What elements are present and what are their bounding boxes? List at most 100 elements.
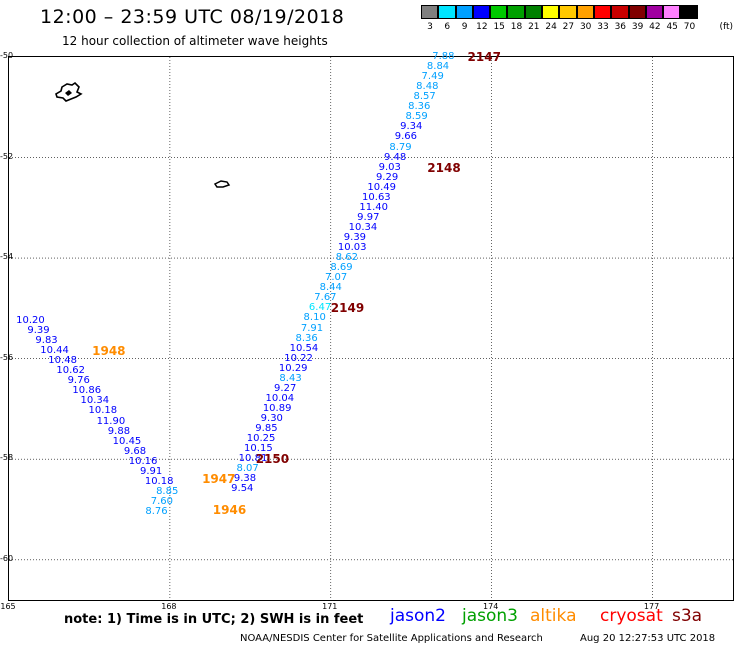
wave-height-value: 9.34 [400, 121, 423, 133]
header-title: 12:00 – 23:59 UTC 08/19/2018 [40, 6, 345, 28]
wave-height-value: 8.59 [405, 111, 428, 123]
color-swatch [611, 5, 629, 19]
wave-height-value: 8.48 [416, 81, 439, 93]
color-swatch [559, 5, 577, 19]
latitude-label: -50 [0, 51, 14, 60]
wave-height-value: 9.66 [394, 131, 417, 143]
map-canvas [9, 57, 733, 600]
wave-height-value: 10.15 [244, 443, 273, 455]
wave-height-value: 9.39 [343, 232, 367, 243]
pass-time-label: 2147 [467, 50, 501, 64]
color-scale-label: 70 [683, 22, 696, 32]
wave-height-value: 7.49 [421, 71, 444, 83]
wave-height-value: 8.85 [156, 485, 179, 497]
wave-height-value: 10.25 [246, 433, 276, 445]
wave-height-value: 7.91 [300, 322, 324, 334]
wave-height-value: 9.48 [383, 151, 407, 163]
color-swatch [524, 5, 543, 19]
pass-time-label: 1948 [92, 344, 126, 359]
pass-time-label: 1947 [202, 472, 236, 487]
wave-height-value: 11.90 [96, 415, 126, 427]
wave-height-value: 10.62 [56, 365, 85, 377]
wave-height-value: 9.29 [375, 171, 399, 183]
wave-height-value: 10.20 [16, 314, 45, 326]
color-swatch [593, 5, 612, 19]
legend-s3a: s3a [672, 606, 703, 626]
wave-height-value: 8.43 [279, 372, 302, 384]
island-auckland-small [213, 180, 231, 188]
wave-height-value: 10.18 [144, 475, 174, 487]
footer-credit: NOAA/NESDIS Center for Satellite Applica… [240, 633, 543, 644]
color-scale-label: 3 [427, 22, 433, 32]
color-swatch [628, 5, 646, 19]
wave-height-value: 10.49 [367, 181, 397, 193]
wave-height-value: 9.85 [255, 423, 278, 435]
map-frame: 7.88 8.84 7.49 8.48 8.57 8.36 8.59 9.34 9.66 8.79… [8, 51, 734, 601]
wave-height-value: 10.86 [72, 385, 102, 397]
wave-height-value: 10.16 [128, 455, 158, 467]
color-swatch [645, 5, 664, 19]
wave-height-value: 8.07 [236, 463, 259, 475]
wave-height-value: 7.67 [314, 292, 337, 304]
wave-height-value: 8.69 [330, 262, 353, 274]
wave-height-value: 10.45 [112, 435, 142, 447]
footer-note: note: 1) Time is in UTC; 2) SWH is in fe… [64, 612, 364, 627]
wave-height-value: 8.84 [426, 61, 450, 73]
wave-height-value: 9.39 [27, 325, 50, 336]
wave-height-value: 9.27 [274, 382, 297, 394]
color-scale [421, 5, 698, 21]
wave-height-value: 9.76 [67, 375, 90, 387]
color-scale-label: 18 [510, 22, 523, 32]
color-scale-label: 9 [461, 22, 468, 32]
wave-height-value: 10.34 [80, 395, 110, 407]
color-scale-unit: (ft) [719, 22, 733, 32]
pass-time-label: 2148 [427, 160, 461, 175]
color-scale-label: 36 [614, 22, 627, 32]
small-island-shape [213, 180, 231, 188]
island-campbell [55, 81, 83, 102]
color-scale-label: 33 [597, 22, 609, 32]
wave-height-value: 7.07 [325, 272, 348, 284]
wave-height-value: 9.68 [123, 445, 147, 457]
wave-height-value: 10.81 [238, 453, 268, 465]
wave-height-value: 9.97 [357, 211, 380, 223]
color-scale-label: 12 [476, 22, 488, 32]
pass-time-label: 2150 [255, 452, 290, 467]
latitude-label: -58 [0, 453, 14, 463]
wave-height-value: 8.62 [335, 252, 358, 264]
latitude-label: -60 [0, 553, 14, 563]
color-swatch [472, 5, 491, 19]
color-swatch [576, 5, 594, 19]
wave-height-value: 9.54 [231, 483, 254, 495]
wave-height-value: 10.03 [337, 242, 367, 254]
longitude-label: 168 [161, 602, 177, 611]
legend-jason2: jason2 [390, 606, 446, 626]
wave-height-value: 8.36 [408, 101, 431, 113]
color-scale-label: 24 [545, 22, 557, 32]
wave-height-value: 11.40 [359, 201, 388, 213]
color-swatch [680, 5, 698, 19]
wave-height-value: 8.57 [413, 91, 436, 103]
wave-height-value: 8.36 [295, 332, 318, 344]
latitude-label: -54 [0, 252, 14, 262]
color-scale-label: 15 [493, 22, 505, 32]
color-swatch [490, 5, 508, 19]
wave-height-value: 9.38 [233, 473, 257, 485]
color-scale-label: 30 [579, 22, 592, 32]
latitude-label: -52 [0, 151, 14, 161]
color-scale-label: 39 [631, 22, 644, 32]
latitude-label: -56 [0, 352, 14, 362]
wave-height-value: 10.89 [262, 402, 292, 414]
color-swatch [455, 5, 473, 19]
wave-height-value: 10.18 [88, 405, 118, 417]
color-swatch [421, 5, 439, 19]
color-scale-label: 27 [562, 22, 575, 32]
color-swatch [663, 5, 681, 19]
wave-height-value: 8.10 [303, 312, 326, 324]
campbell-island-detail [65, 90, 72, 96]
longitude-label: 177 [643, 602, 660, 611]
longitude-label: 165 [0, 602, 16, 611]
wave-height-value: 10.04 [265, 392, 295, 404]
wave-height-value: 10.48 [48, 355, 77, 367]
wave-height-value: 9.91 [139, 465, 163, 477]
